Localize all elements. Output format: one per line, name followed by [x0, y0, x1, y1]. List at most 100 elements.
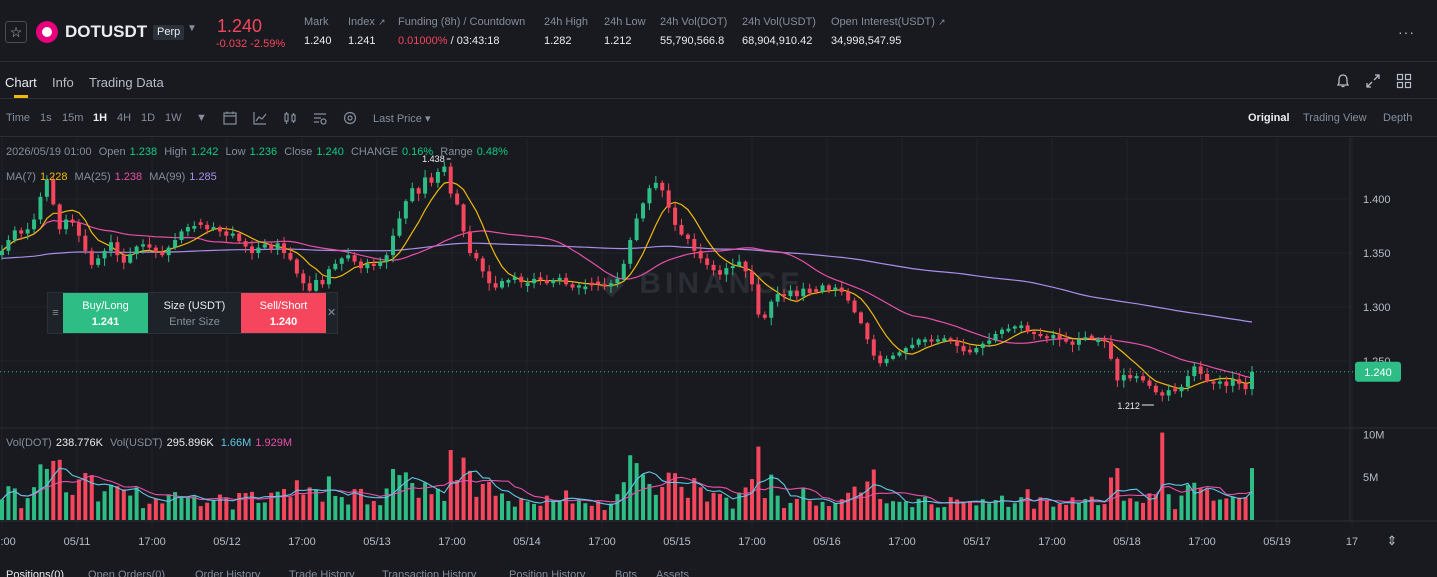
size-input[interactable]	[149, 316, 240, 328]
fit-axis-icon[interactable]: ⇕	[1387, 534, 1398, 549]
external-link-icon[interactable]: ↗	[377, 17, 386, 27]
volume-bar	[173, 492, 178, 520]
candle-body	[275, 243, 280, 249]
volume-bar	[205, 502, 210, 520]
candle-body	[282, 243, 287, 253]
volume-bar	[576, 499, 581, 520]
tab-order-history[interactable]: Order History	[195, 569, 261, 577]
x-tick-label: 17:00	[1188, 536, 1216, 548]
settings-icon[interactable]	[342, 110, 358, 126]
close-icon[interactable]: ✕	[327, 307, 337, 319]
volume-bar	[1243, 497, 1248, 520]
symbol-name[interactable]: DOTUSDT	[65, 22, 148, 41]
volume-bar	[25, 498, 30, 520]
tab-position-history[interactable]: Position History	[509, 569, 586, 577]
more-options-icon[interactable]: ···	[1398, 24, 1415, 40]
open-interest-stat[interactable]: Open Interest(USDT) ↗ 34,998,547.95	[831, 16, 946, 47]
volume-tick-label: 10M	[1363, 429, 1384, 441]
candle-body	[442, 166, 447, 172]
bell-icon[interactable]	[1334, 72, 1352, 90]
view-trading-view[interactable]: Trading View	[1303, 112, 1367, 124]
volume-bar	[57, 459, 62, 520]
tab-open-orders[interactable]: Open Orders(0)	[88, 569, 166, 577]
calendar-icon[interactable]	[222, 110, 238, 126]
tab-bots[interactable]: Bots	[615, 569, 638, 577]
volume-bar	[403, 472, 408, 520]
interval-4h[interactable]: 4H	[117, 112, 132, 124]
volume-bar	[339, 497, 344, 520]
index-price-stat[interactable]: Index ↗ 1.241	[348, 16, 386, 47]
volume-bar	[282, 488, 287, 520]
volume-bar	[333, 495, 338, 520]
line-draw-icon[interactable]	[252, 110, 268, 126]
buy-long-button[interactable]: Buy/Long 1.241	[63, 293, 148, 333]
chevron-down-icon[interactable]: ▼	[187, 23, 197, 34]
volume-legend[interactable]: Vol(DOT) 238.776K Vol(USDT) 295.896K 1.66M…	[6, 437, 296, 449]
volume-bar	[641, 474, 646, 520]
volume-bar	[1096, 505, 1101, 520]
candle-body	[673, 207, 678, 225]
candle-body	[980, 343, 985, 349]
ma25-label: MA(25)	[74, 171, 111, 183]
volume-bar	[865, 481, 870, 520]
view-original[interactable]: Original	[1248, 112, 1290, 124]
price-chart[interactable]: ◆ BINANCE 1.2501.3001.3501.4001.24010M5M…	[0, 138, 1437, 568]
volume-bar	[1102, 504, 1107, 520]
volume-bar	[410, 483, 415, 520]
drag-handle-icon[interactable]: ≡	[52, 307, 59, 319]
expand-icon[interactable]	[1364, 72, 1382, 90]
tab-info[interactable]: Info	[52, 75, 74, 90]
price-type-select[interactable]: Last Price ▾	[373, 112, 431, 125]
tab-assets[interactable]: Assets	[656, 569, 690, 577]
candle-body	[1205, 373, 1210, 382]
ohlc-range: 0.48%	[476, 146, 508, 158]
tab-positions[interactable]: Positions(0)	[6, 569, 65, 577]
y-tick-label: 1.400	[1363, 194, 1391, 206]
tab-transaction-history[interactable]: Transaction History	[382, 569, 477, 577]
tab-trade-history[interactable]: Trade History	[289, 569, 355, 577]
chart-toolbar: Time 1s 15m 1H 4H 1D 1W ▼ Last Price ▾ O…	[0, 99, 1437, 137]
candle-body	[525, 283, 530, 286]
volume-bar	[1019, 497, 1024, 520]
favorite-star-icon[interactable]: ☆	[5, 21, 27, 43]
interval-1d[interactable]: 1D	[141, 112, 156, 124]
external-link-icon[interactable]: ↗	[937, 17, 946, 27]
candle-body	[166, 247, 171, 256]
volume-bar	[121, 489, 126, 520]
candle-body	[173, 240, 178, 248]
x-tick-label: 05/18	[1113, 536, 1141, 548]
interval-15m[interactable]: 15m	[62, 112, 84, 124]
ohlc-low: 1.236	[249, 146, 278, 158]
candle-body	[730, 265, 735, 269]
volume-bar	[487, 481, 492, 520]
layout-icon[interactable]	[1395, 72, 1413, 90]
volume-bar	[647, 483, 652, 520]
sell-short-button[interactable]: Sell/Short 1.240	[241, 293, 326, 333]
volume-bar	[775, 495, 780, 520]
volume-bar	[1128, 498, 1133, 520]
chart-annotations: 1.438 1.212	[422, 154, 1154, 411]
volume-bar	[51, 460, 56, 520]
candle-body	[51, 179, 56, 205]
interval-1w[interactable]: 1W	[165, 112, 182, 124]
volume-bar	[288, 497, 293, 520]
volume-bar	[1230, 496, 1235, 520]
indicators-icon[interactable]	[312, 110, 328, 126]
volume-bar	[564, 490, 569, 520]
tab-chart[interactable]: Chart	[5, 75, 37, 90]
interval-dropdown-icon[interactable]: ▼	[196, 112, 207, 124]
volume-bar	[1076, 502, 1081, 520]
candle-body	[128, 254, 133, 263]
candle-body	[1198, 366, 1203, 374]
interval-1h[interactable]: 1H	[93, 112, 108, 124]
view-depth[interactable]: Depth	[1383, 112, 1413, 124]
chart-axes: 1.2501.3001.3501.4001.24010M5M17:0005/11…	[0, 194, 1401, 549]
candle-body	[403, 201, 408, 219]
ma-legend[interactable]: MA(7) 1.228 MA(25) 1.238 MA(99) 1.285	[6, 171, 221, 183]
candle-body	[750, 271, 754, 285]
interval-1s[interactable]: 1s	[40, 112, 52, 124]
candle-body	[44, 179, 49, 197]
tab-trading-data[interactable]: Trading Data	[89, 75, 164, 90]
vol-ma-b-value: 1.929M	[255, 437, 293, 449]
candle-type-icon[interactable]	[282, 110, 298, 126]
